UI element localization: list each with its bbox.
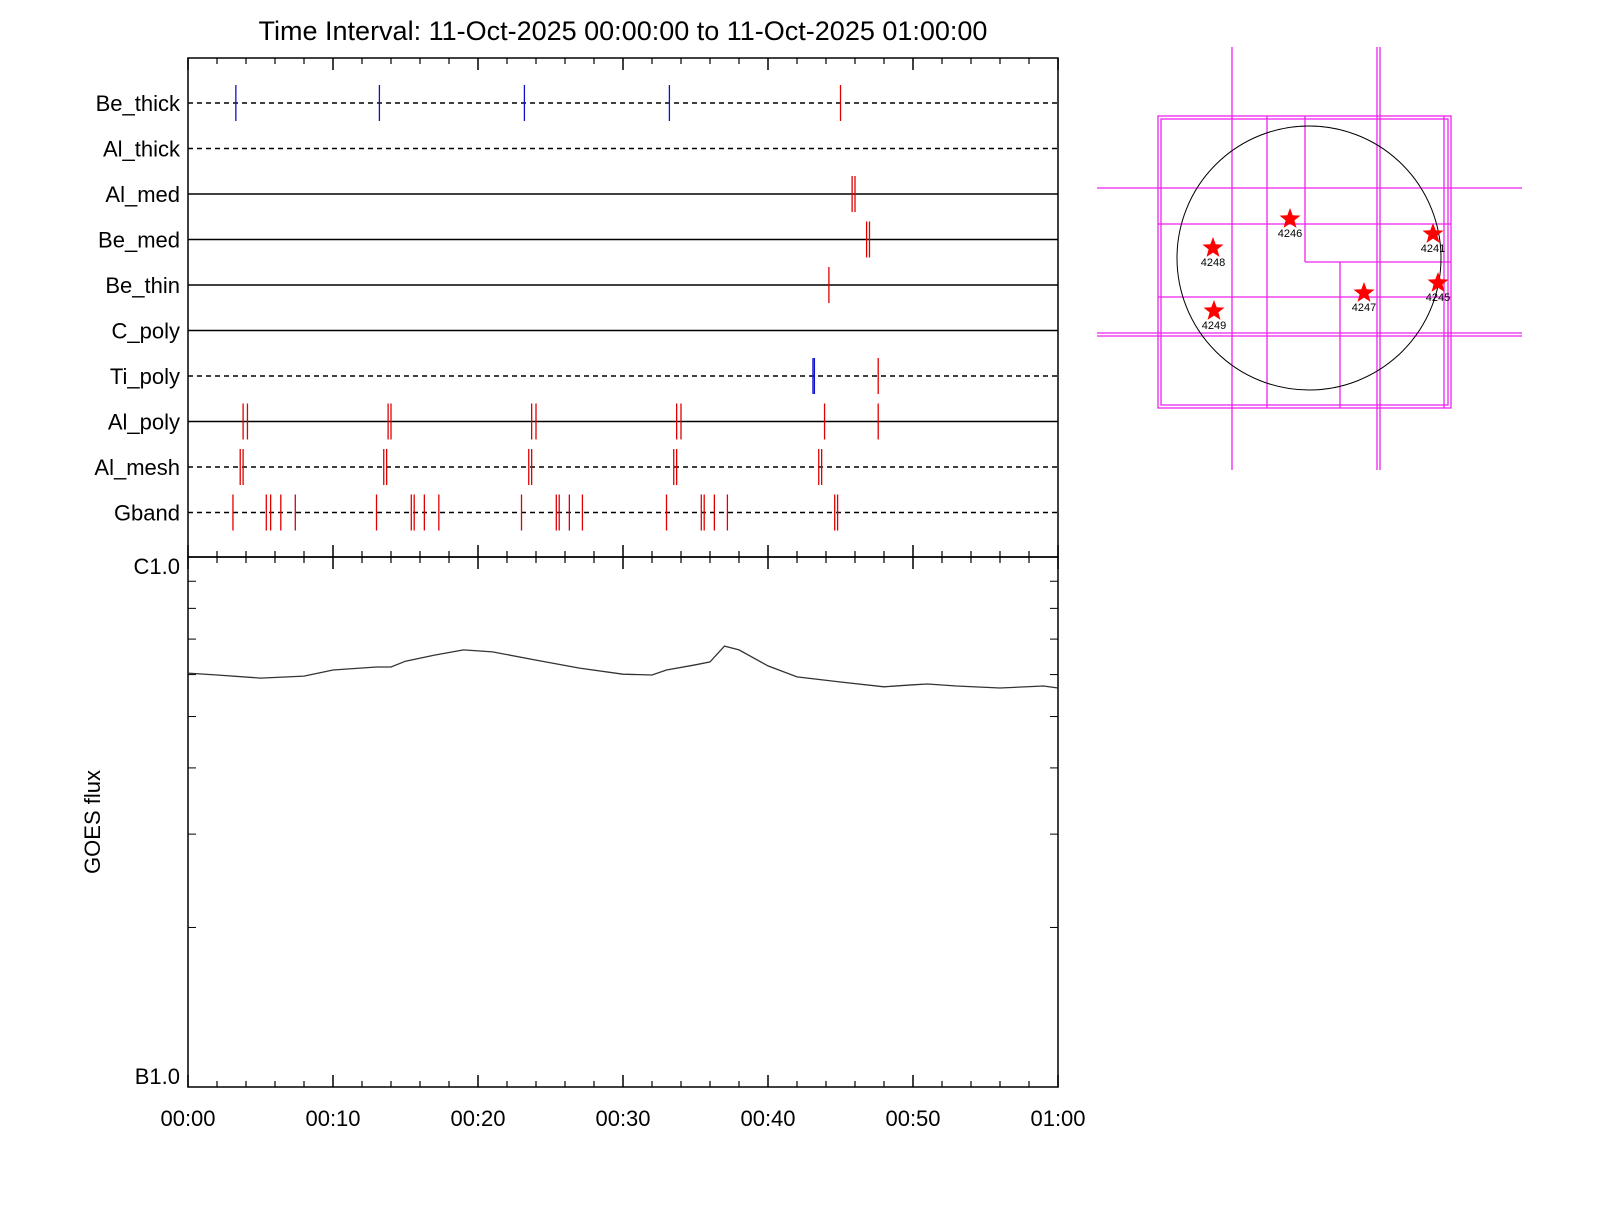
x-tick-label: 00:10 [305,1106,360,1131]
x-tick-label: 00:50 [885,1106,940,1131]
region-label: 4248 [1201,257,1225,269]
sun-disk [1176,125,1442,391]
region-star [1202,237,1224,257]
row-label: C_poly [112,318,180,343]
row-label: Al_mesh [94,455,180,480]
x-tick-label: 00:00 [160,1106,215,1131]
row-label: Be_thick [96,91,181,116]
sun-map [1097,47,1522,470]
region-label: 4241 [1421,243,1445,255]
x-tick-label: 00:30 [595,1106,650,1131]
region-label: 4247 [1352,302,1376,314]
bottom-frame [187,556,1059,1088]
region-star [1427,272,1449,292]
region-label: 4249 [1202,320,1226,332]
row-label: Al_med [105,182,180,207]
x-tick-label: 00:40 [740,1106,795,1131]
y-tick-label: B1.0 [135,1064,180,1089]
chart-title: Time Interval: 11-Oct-2025 00:00:00 to 1… [259,16,988,46]
row-label: Al_thick [103,136,181,161]
x-tick-label: 01:00 [1030,1106,1085,1131]
region-star [1203,300,1225,320]
row-label: Al_poly [108,409,180,434]
region-star [1422,223,1444,243]
row-label: Ti_poly [110,364,180,389]
region-star [1279,208,1301,228]
row-label: Gband [114,500,180,525]
x-tick-label: 00:20 [450,1106,505,1131]
region-label: 4246 [1278,228,1302,240]
y-axis-label: GOES flux [80,770,105,874]
region-label: 4245 [1426,292,1450,304]
flux-line [187,645,1059,689]
y-tick-label: C1.0 [134,554,180,579]
top-frame [187,57,1059,558]
region-star [1353,282,1375,302]
row-label: Be_med [98,227,180,252]
row-label: Be_thin [105,273,180,298]
